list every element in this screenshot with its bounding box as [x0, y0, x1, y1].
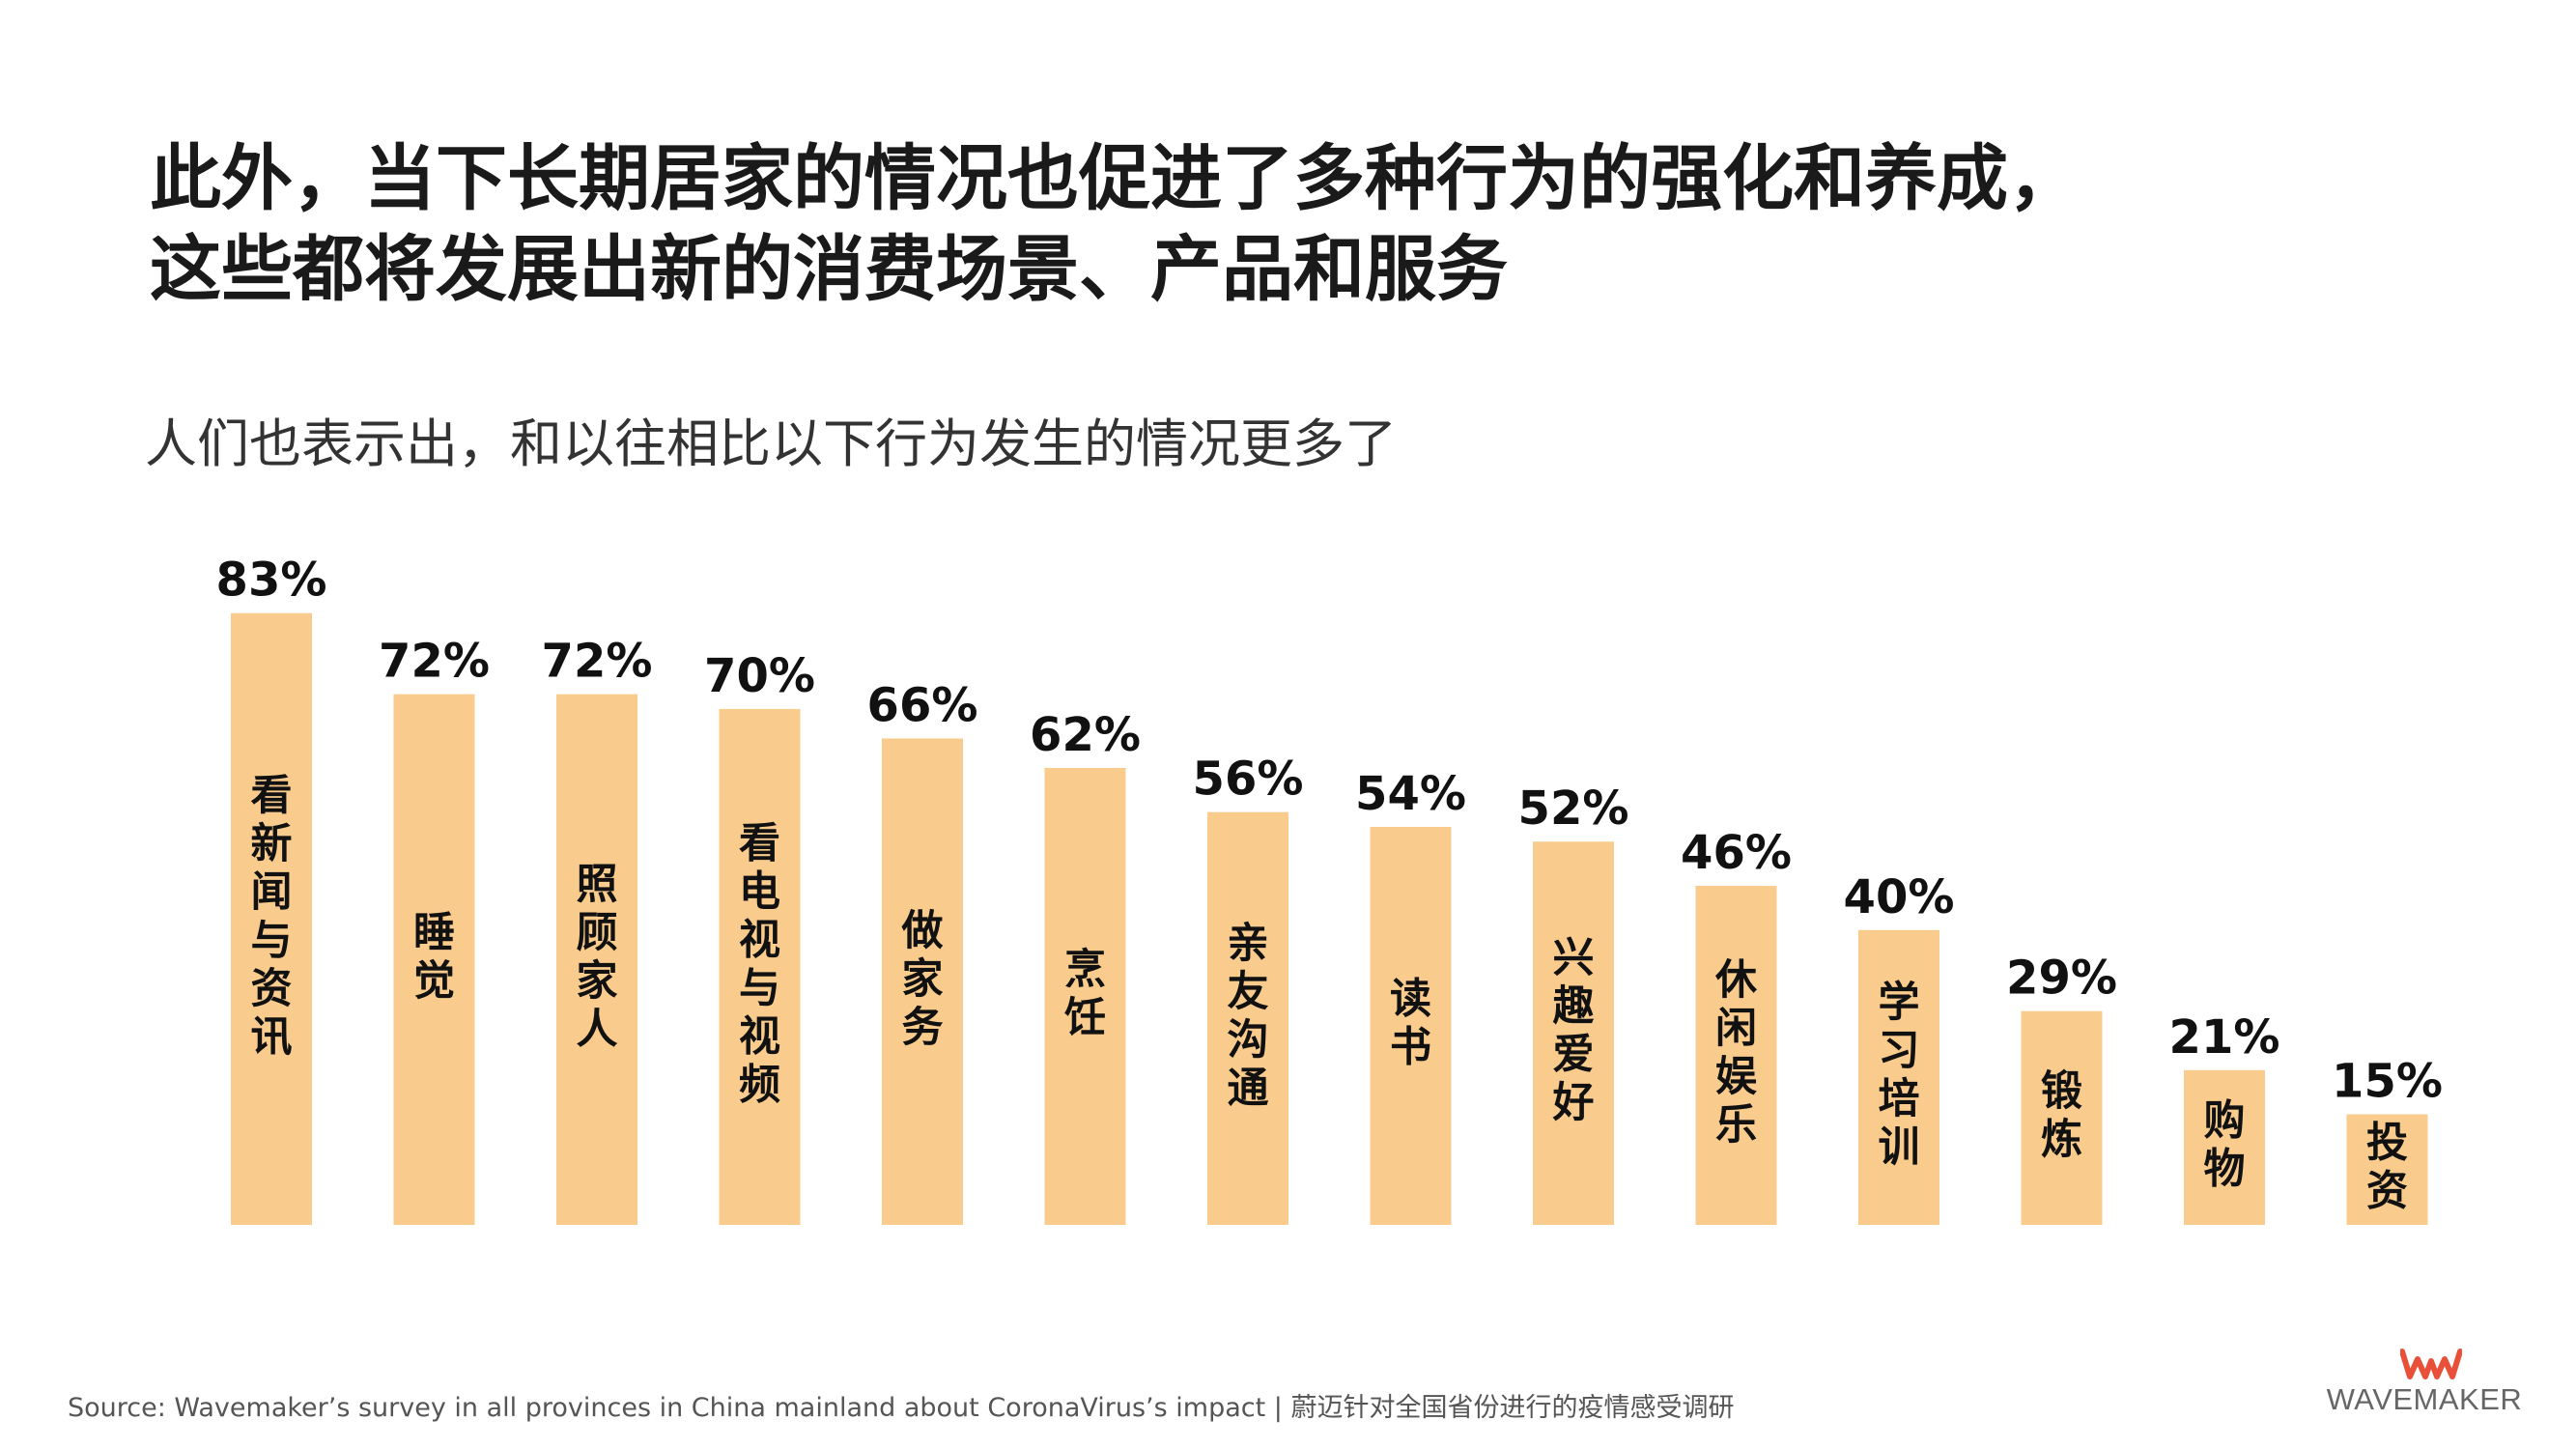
- bar: [882, 738, 963, 1225]
- headline-line-2: 这些都将发展出新的消费场景、产品和服务: [150, 228, 1508, 311]
- bar-value-label: 72%: [542, 635, 653, 689]
- bar-value-label: 29%: [2006, 952, 2117, 1006]
- bar-category-label: 读书: [1390, 976, 1431, 1072]
- source-note: Source: Wavemaker’s survey in all provin…: [68, 1393, 1735, 1423]
- bar: [1044, 767, 1126, 1225]
- bar-category-label: 投资: [2366, 1119, 2408, 1215]
- behavior-bar-chart: 83% 看新闻与资讯 72% 睡觉 72% 照顾家人 70% 看电视与视频 66% 做家务 62% 烹…: [216, 554, 2443, 1225]
- bar: [231, 612, 312, 1225]
- headline-line-1: 此外，当下长期居家的情况也促进了多种行为的强化和养成，: [150, 137, 2080, 220]
- bar-group: 40% 学习培训: [1844, 870, 1955, 1225]
- logo-wordmark: WAVEMAKER: [2326, 1382, 2523, 1416]
- bar-value-label: 21%: [2169, 1010, 2280, 1065]
- bar-category-label: 做家务: [901, 907, 944, 1052]
- bar-value-label: 62%: [1030, 708, 1141, 762]
- bar-value-label: 54%: [1355, 767, 1466, 821]
- bar: [1858, 929, 1939, 1225]
- bar-value-label: 40%: [1844, 870, 1955, 924]
- bar: [719, 708, 801, 1225]
- bar: [1695, 886, 1777, 1225]
- bar: [2184, 1069, 2265, 1225]
- bar: [556, 694, 637, 1225]
- chart-subtitle: 人们也表示出，和以往相比以下行为发生的情况更多了: [145, 413, 1397, 474]
- bar-category-label: 亲友沟通: [1228, 920, 1269, 1113]
- bar-group: 72% 照顾家人: [542, 635, 653, 1225]
- bar-group: 46% 休闲娱乐: [1681, 826, 1792, 1225]
- bar-group: 56% 亲友沟通: [1193, 753, 1304, 1225]
- bar: [1370, 826, 1452, 1225]
- bar-group: 70% 看电视与视频: [704, 649, 815, 1225]
- bar-category-label: 休闲娱乐: [1714, 956, 1758, 1150]
- bar-category-label: 锻炼: [2041, 1067, 2082, 1164]
- bar: [1533, 841, 1614, 1225]
- bar-category-label: 看电视与视频: [739, 820, 780, 1110]
- bar-category-label: 兴趣爱好: [1552, 934, 1595, 1127]
- bar-value-label: 15%: [2332, 1055, 2443, 1109]
- wm-logo-icon: [2400, 1349, 2462, 1379]
- bar-category-label: 烹饪: [1064, 946, 1106, 1042]
- bar-group: 29% 锻炼: [2006, 952, 2117, 1225]
- bar-group: 62% 烹饪: [1030, 708, 1141, 1225]
- bar-category-label: 学习培训: [1879, 979, 1920, 1172]
- bar: [2346, 1114, 2428, 1225]
- bar-group: 72% 睡觉: [379, 635, 490, 1225]
- bar-value-label: 66%: [867, 678, 978, 732]
- bar-category-label: 照顾家人: [577, 861, 618, 1054]
- bar-category-label: 购物: [2204, 1096, 2246, 1193]
- bar-group: 52% 兴趣爱好: [1518, 781, 1629, 1225]
- bar-value-label: 56%: [1193, 753, 1304, 807]
- bar: [1207, 811, 1288, 1225]
- bar-group: 66% 做家务: [867, 678, 978, 1225]
- bar-value-label: 70%: [704, 649, 815, 703]
- bar-value-label: 72%: [379, 635, 490, 689]
- bar-value-label: 83%: [216, 554, 327, 608]
- bar-category-label: 看新闻与资讯: [251, 772, 293, 1062]
- bar-group: 54% 读书: [1355, 767, 1466, 1225]
- bar: [393, 694, 475, 1225]
- bar-group: 15% 投资: [2332, 1055, 2443, 1225]
- headline: 此外，当下长期居家的情况也促进了多种行为的强化和养成， 这些都将发展出新的消费场…: [150, 133, 2468, 315]
- bar: [2021, 1010, 2103, 1225]
- bar-group: 21% 购物: [2169, 1010, 2280, 1225]
- bar-value-label: 46%: [1681, 826, 1792, 880]
- bar-category-label: 睡觉: [413, 909, 455, 1006]
- wavemaker-logo: WAVEMAKER: [2323, 1348, 2526, 1425]
- bar-group: 83% 看新闻与资讯: [216, 554, 327, 1225]
- bar-value-label: 52%: [1518, 781, 1629, 836]
